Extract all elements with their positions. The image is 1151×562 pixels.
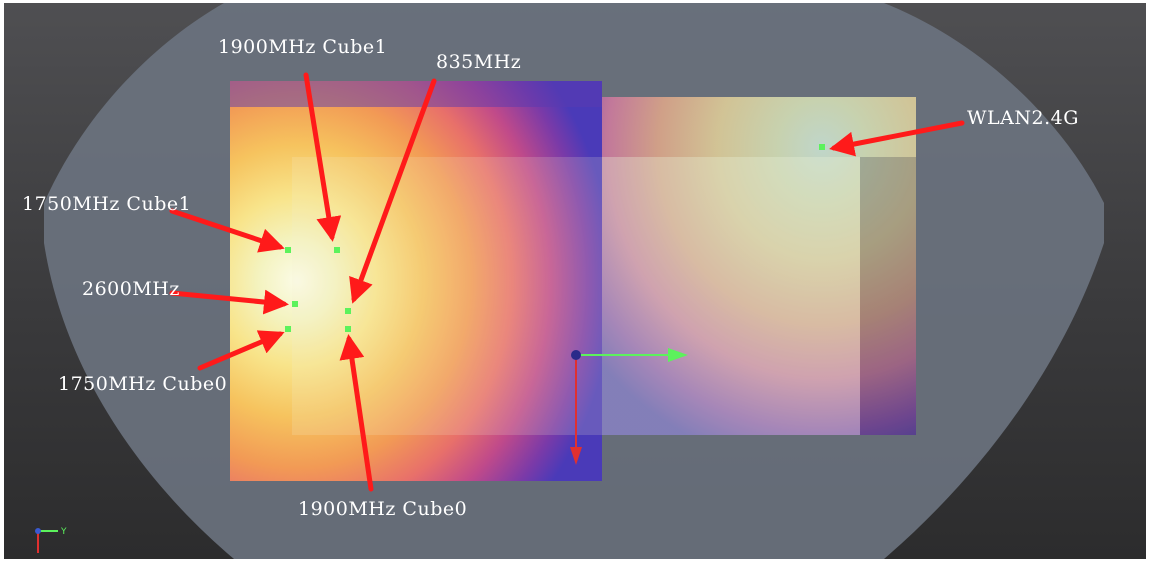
scene-axis-x-head	[570, 447, 582, 465]
device-edge-shadow	[860, 157, 916, 435]
sar-plane-right	[602, 97, 916, 435]
label-1750-cube1: 1750MHz Cube1	[22, 193, 192, 215]
arrow-1750-cube1	[169, 208, 285, 253]
3d-viewport[interactable]: 1900MHz Cube1 835MHz WLAN2.4G 1750MHz Cu…	[4, 3, 1146, 559]
arrow-wlan	[829, 120, 965, 157]
sar-scene	[44, 3, 1104, 559]
label-wlan: WLAN2.4G	[967, 107, 1079, 129]
arrow-1750-cube0	[197, 330, 285, 371]
device-outline-right	[602, 157, 860, 435]
sar-plane-left-top-band	[230, 81, 602, 107]
arrow-1900-cube0	[339, 334, 374, 492]
axis-triad-y-label: Y	[60, 527, 67, 537]
label-1750-cube0: 1750MHz Cube0	[58, 373, 228, 395]
sar-plane-left	[230, 81, 602, 481]
marker-835	[345, 308, 351, 314]
device-overlay	[292, 157, 602, 435]
arrow-835	[349, 78, 437, 304]
marker-wlan	[819, 144, 825, 150]
axis-triad: Y	[35, 527, 67, 553]
marker-1900-cube0	[345, 326, 351, 332]
label-835: 835MHz	[436, 51, 522, 73]
marker-1750-cube0	[285, 326, 291, 332]
arrow-2600	[169, 289, 289, 315]
marker-1750-cube1	[285, 247, 291, 253]
label-1900-cube0: 1900MHz Cube0	[298, 498, 468, 520]
label-2600: 2600MHz	[82, 278, 180, 300]
scene-axis-y-head	[668, 348, 688, 362]
marker-1900-cube1	[334, 247, 340, 253]
scene-origin	[571, 350, 581, 360]
label-1900-cube1: 1900MHz Cube1	[218, 36, 388, 58]
marker-2600	[292, 301, 298, 307]
arrow-1900-cube1	[303, 72, 342, 242]
